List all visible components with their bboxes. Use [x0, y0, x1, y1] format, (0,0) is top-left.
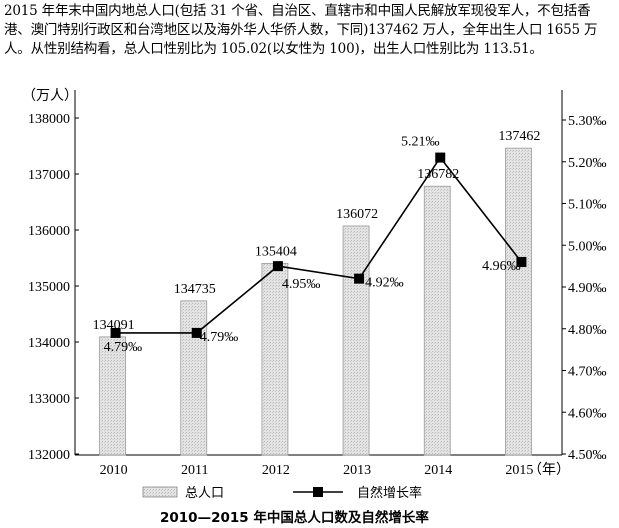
growth-rate-marker — [272, 261, 283, 272]
bar-value-label: 135404 — [255, 244, 297, 259]
growth-rate-marker — [191, 327, 202, 338]
left-axis-tick-label: 137000 — [28, 168, 70, 183]
bar — [423, 185, 451, 456]
x-axis-tick-label: 2015 — [505, 463, 533, 478]
right-axis-tick-label: 5.30‰ — [568, 114, 607, 129]
growth-rate-marker — [435, 152, 446, 163]
right-axis-tick-label: 5.00‰ — [568, 239, 607, 254]
growth-rate-marker — [516, 256, 527, 267]
bar — [261, 262, 289, 456]
right-axis-tick-label: 4.60‰ — [568, 406, 607, 421]
x-axis-tick-label: 2012 — [262, 463, 290, 478]
bar — [180, 300, 208, 456]
left-axis-tick-label: 132000 — [28, 448, 70, 463]
x-axis-tick-label: 2011 — [181, 463, 208, 478]
growth-rate-label: 4.79‰ — [200, 330, 239, 345]
intro-paragraph: 2015 年年末中国内地总人口(包括 31 个省、自治区、直辖市和中国人民解放军… — [4, 3, 598, 57]
left-axis-tick-label: 138000 — [28, 112, 70, 127]
legend: 总人口 自然增长率 — [142, 485, 422, 501]
left-axis-tick-label: 133000 — [28, 392, 70, 407]
left-axis-tick-label: 134000 — [28, 336, 70, 351]
right-axis-tick-label: 4.80‰ — [568, 323, 607, 338]
right-axis-tick-label: 5.10‰ — [568, 198, 607, 213]
legend-line-label: 自然增长率 — [357, 485, 422, 501]
x-axis-tick-label: 2013 — [343, 463, 371, 478]
bar-value-label: 136072 — [336, 207, 378, 222]
bar-value-label: 134735 — [174, 282, 216, 297]
legend-bar-swatch — [142, 486, 178, 498]
bar-value-label: 136782 — [417, 167, 459, 182]
bar — [99, 336, 126, 456]
x-axis-tick-label: 2014 — [424, 463, 452, 478]
growth-rate-label: 4.92‰ — [365, 276, 404, 291]
x-axis-tick-label: 2010 — [100, 463, 128, 478]
x-axis-unit-label: （年） — [528, 462, 570, 478]
growth-rate-label: 5.21‰ — [401, 135, 440, 150]
bar — [342, 225, 370, 456]
left-axis-tick-label: 135000 — [28, 280, 70, 295]
left-axis-tick-label: 136000 — [28, 224, 70, 239]
plot-area: 132000 133000 134000 135000 136000 137000 1380… — [28, 90, 607, 478]
chart-caption: 2010—2015 年中国总人口数及自然增长率 — [160, 509, 429, 526]
growth-rate-line — [115, 156, 523, 334]
right-axis-tick-label: 4.90‰ — [568, 281, 607, 296]
legend-bar-label: 总人口 — [185, 486, 224, 501]
right-axis-tick-label: 4.70‰ — [568, 365, 607, 380]
legend-line-marker — [313, 487, 323, 497]
growth-rate-marker — [110, 327, 121, 338]
bar-value-label: 134091 — [93, 318, 135, 333]
growth-rate-marker — [354, 273, 365, 284]
right-axis-tick-label: 4.50‰ — [568, 448, 607, 463]
growth-rate-label: 4.95‰ — [282, 277, 321, 292]
bar — [505, 147, 532, 456]
bar-value-label: 137462 — [498, 129, 540, 144]
right-axis-tick-label: 5.20‰ — [568, 156, 607, 171]
growth-rate-label: 4.79‰ — [104, 340, 143, 355]
left-axis-unit-label: （万人） — [22, 88, 78, 104]
growth-rate-label: 4.96‰ — [482, 259, 521, 274]
